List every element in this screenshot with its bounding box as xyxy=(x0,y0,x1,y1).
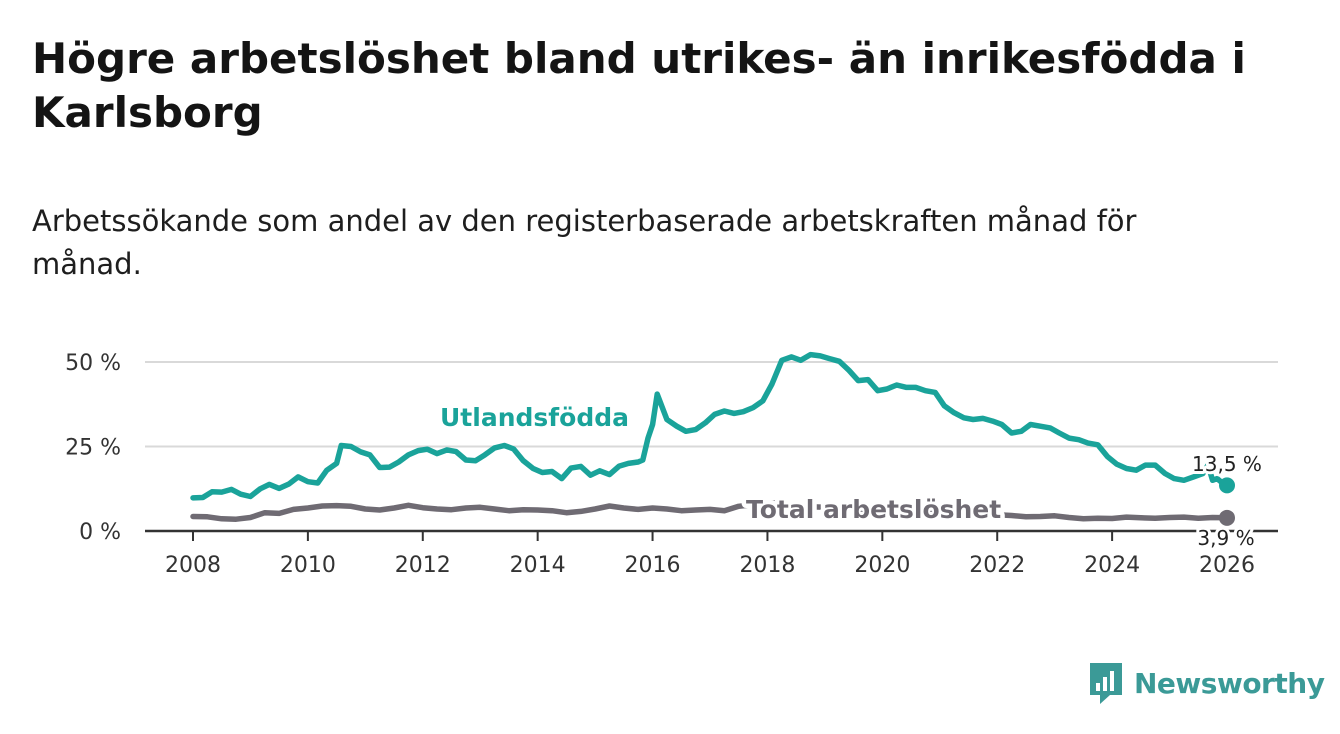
end-point-total xyxy=(1219,509,1235,526)
series-line-utlandsfodda xyxy=(190,351,1230,501)
gridlines xyxy=(145,361,1278,448)
x-tick-label: 2012 xyxy=(395,553,451,578)
x-tick-label: 2026 xyxy=(1199,553,1255,578)
end-label-utlandsfodda: 13,5 % xyxy=(1192,452,1262,476)
label-total-halo: Total arbetslöshet xyxy=(746,495,1001,524)
chart-title: Högre arbetslöshet bland utrikes- än inr… xyxy=(32,34,1246,137)
end-label-total-halo: 3,9 % xyxy=(1197,526,1254,550)
chart-subtitle: Arbetssökande som andel av den registerb… xyxy=(32,204,1137,281)
end-label-total: 3,9 % xyxy=(1197,526,1254,550)
x-tick-label: 2016 xyxy=(625,553,681,578)
newsworthy-logo: Newsworthy xyxy=(1088,660,1325,706)
y-tick-label: 25 % xyxy=(65,436,121,461)
end-point-utlandsfodda xyxy=(1219,477,1235,494)
series-line-total xyxy=(190,500,1230,522)
series-lines xyxy=(190,351,1235,526)
label-utlandsfodda: Utlandsfödda xyxy=(440,403,629,432)
x-tick-label: 2018 xyxy=(739,553,795,578)
x-tick-label: 2020 xyxy=(854,553,910,578)
x-axis-ticks: 2008 2010 2012 2014 2016 2018 2020 2022 2024 2026 xyxy=(145,529,1278,578)
x-tick-label: 2022 xyxy=(969,553,1025,578)
x-tick-label: 2014 xyxy=(510,553,566,578)
x-tick-label: 2010 xyxy=(280,553,336,578)
y-axis-ticks: 0 % 25 % 50 % xyxy=(65,351,121,545)
x-tick-label: 2024 xyxy=(1084,553,1140,578)
brand-name: Newsworthy xyxy=(1134,666,1325,700)
y-tick-label: 50 % xyxy=(65,351,121,376)
bar-chart-icon xyxy=(1090,663,1122,704)
label-total: Total arbetslöshet xyxy=(746,495,1001,524)
label-utlandsfodda-halo: Utlandsfödda xyxy=(440,403,629,432)
y-tick-label: 0 % xyxy=(79,520,121,545)
end-label-utlandsfodda-halo: 13,5 % xyxy=(1192,452,1262,476)
x-tick-label: 2008 xyxy=(165,553,221,578)
